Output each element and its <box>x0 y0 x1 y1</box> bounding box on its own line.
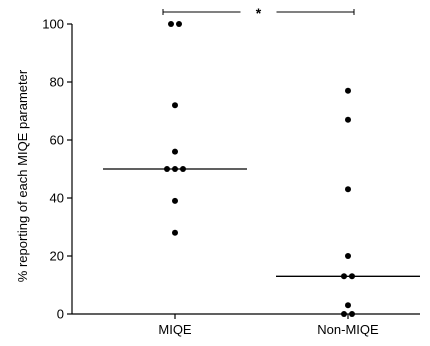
data-points <box>164 21 355 317</box>
data-point <box>164 166 170 172</box>
data-point <box>168 21 174 27</box>
y-tick-label: 0 <box>57 307 64 322</box>
median-lines <box>103 168 420 277</box>
significance-bracket: * <box>162 5 355 21</box>
data-point <box>349 311 355 317</box>
x-axis: MIQE Non-MIQE <box>72 313 420 337</box>
data-point <box>172 229 178 236</box>
data-point <box>341 311 347 317</box>
data-point <box>172 148 178 155</box>
data-point <box>349 273 355 280</box>
y-axis-title: % reporting of each MIQE parameter <box>15 69 30 282</box>
significance-label: * <box>256 5 262 21</box>
y-tick-label: 20 <box>50 249 64 264</box>
y-tick-label: 100 <box>42 17 64 32</box>
data-point <box>345 253 351 259</box>
data-point <box>345 87 351 94</box>
data-point <box>180 166 186 172</box>
y-tick-label: 40 <box>50 191 64 206</box>
data-point <box>345 302 351 309</box>
data-point <box>345 186 351 193</box>
data-point <box>176 21 182 27</box>
y-tick-label: 60 <box>50 133 64 148</box>
data-point <box>172 166 178 172</box>
y-tick-label: 80 <box>50 75 64 90</box>
data-point <box>172 197 178 204</box>
x-tick-label: MIQE <box>158 322 192 337</box>
data-point <box>341 273 347 280</box>
x-tick-label: Non-MIQE <box>317 322 379 337</box>
y-axis: 0 20 40 60 80 100 <box>42 17 73 322</box>
data-point <box>345 116 351 123</box>
data-point <box>172 102 178 109</box>
